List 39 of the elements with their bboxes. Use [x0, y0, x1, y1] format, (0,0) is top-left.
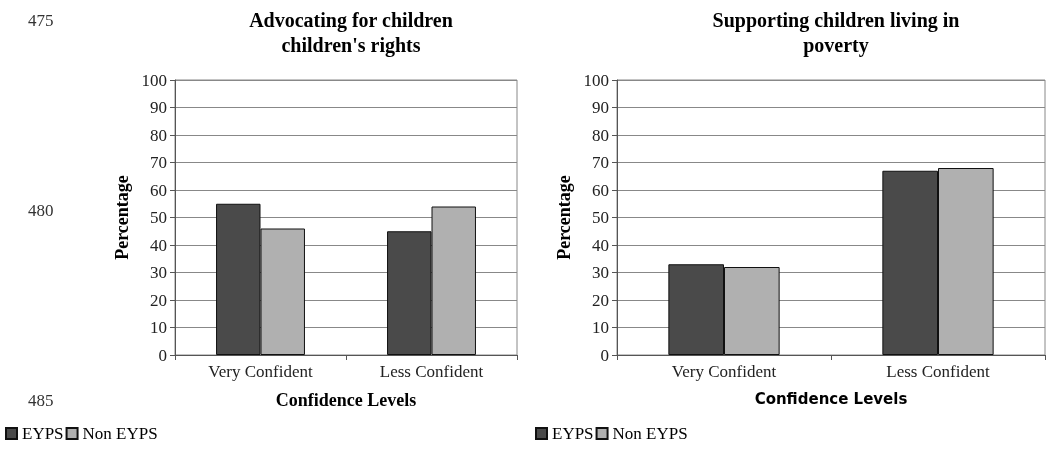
y-tick-label: 100 — [583, 70, 609, 90]
text: 485 — [28, 391, 54, 410]
x-tick-label: Less Confident — [886, 362, 990, 381]
y-tick-label: 100 — [141, 70, 167, 90]
legend-label: Non EYPS — [612, 424, 688, 443]
y-tick-label: 80 — [150, 125, 167, 145]
y-tick-label: 30 — [150, 263, 167, 282]
y-tick-label: 50 — [592, 208, 609, 227]
y-tick-label: 0 — [158, 345, 167, 365]
chart-title: Supporting children living in poverty — [712, 8, 960, 57]
x-tick-label: Very Confident — [208, 362, 313, 381]
text: 480 — [28, 201, 54, 220]
y-tick-label: 40 — [150, 235, 167, 255]
y-tick-label: 0 — [600, 345, 609, 365]
y-tick-label: 20 — [150, 290, 167, 310]
y-tick-label: 70 — [150, 153, 167, 172]
y-tick-label: 90 — [150, 98, 167, 117]
y-tick-label: 50 — [150, 208, 167, 227]
legend-label: Non EYPS — [82, 424, 158, 443]
x-tick-label: Very Confident — [671, 362, 777, 381]
x-axis-title: Confidence Levels — [754, 389, 908, 408]
y-axis-title: Percentage — [553, 175, 574, 260]
legend-label: EYPS — [552, 424, 594, 443]
y-tick-label: 20 — [592, 290, 609, 310]
x-tick-label: Less Confident — [379, 362, 484, 381]
y-tick-label: 40 — [592, 235, 609, 255]
y-tick-label: 60 — [150, 180, 167, 200]
y-tick-label: 30 — [592, 263, 609, 282]
y-tick-label: 80 — [592, 125, 609, 145]
y-axis-title: Percentage — [111, 175, 132, 260]
legend-label: EYPS — [22, 424, 64, 443]
y-tick-label: 90 — [592, 98, 609, 117]
y-tick-label: 70 — [592, 153, 609, 172]
y-tick-label: 10 — [592, 318, 609, 337]
chart-title: Advocating for children children's rights — [249, 8, 453, 57]
y-tick-label: 10 — [150, 318, 167, 337]
x-axis-title: Confidence Levels — [275, 390, 417, 410]
text: 475 — [28, 11, 54, 30]
y-tick-label: 60 — [592, 180, 609, 200]
